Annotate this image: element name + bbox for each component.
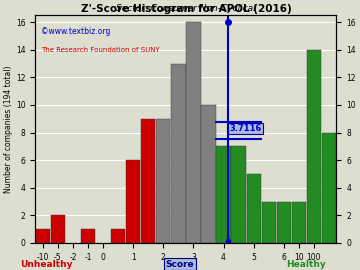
Bar [186, 22, 201, 243]
Bar [126, 160, 140, 243]
Bar [262, 202, 276, 243]
Bar [141, 119, 156, 243]
Bar [51, 215, 65, 243]
Title: Z'-Score Histogram for APOL (2016): Z'-Score Histogram for APOL (2016) [81, 5, 291, 15]
Bar [171, 63, 185, 243]
Bar [276, 202, 291, 243]
Bar [201, 105, 216, 243]
Bar [231, 146, 246, 243]
Y-axis label: Number of companies (194 total): Number of companies (194 total) [4, 65, 13, 193]
Bar [81, 229, 95, 243]
Text: Score: Score [166, 260, 194, 269]
Bar [322, 133, 336, 243]
Bar [156, 119, 170, 243]
Text: The Research Foundation of SUNY: The Research Foundation of SUNY [41, 47, 160, 53]
Bar [36, 229, 50, 243]
Text: Sector: Consumer Non-Cyclical: Sector: Consumer Non-Cyclical [116, 4, 256, 13]
Text: ©www.textbiz.org: ©www.textbiz.org [41, 27, 111, 36]
Bar [111, 229, 125, 243]
Bar [307, 50, 321, 243]
Bar [247, 174, 261, 243]
Text: 3.7116: 3.7116 [230, 124, 262, 133]
Bar [216, 146, 231, 243]
Text: Healthy: Healthy [286, 260, 326, 269]
Text: Unhealthy: Unhealthy [21, 260, 73, 269]
Bar [292, 202, 306, 243]
